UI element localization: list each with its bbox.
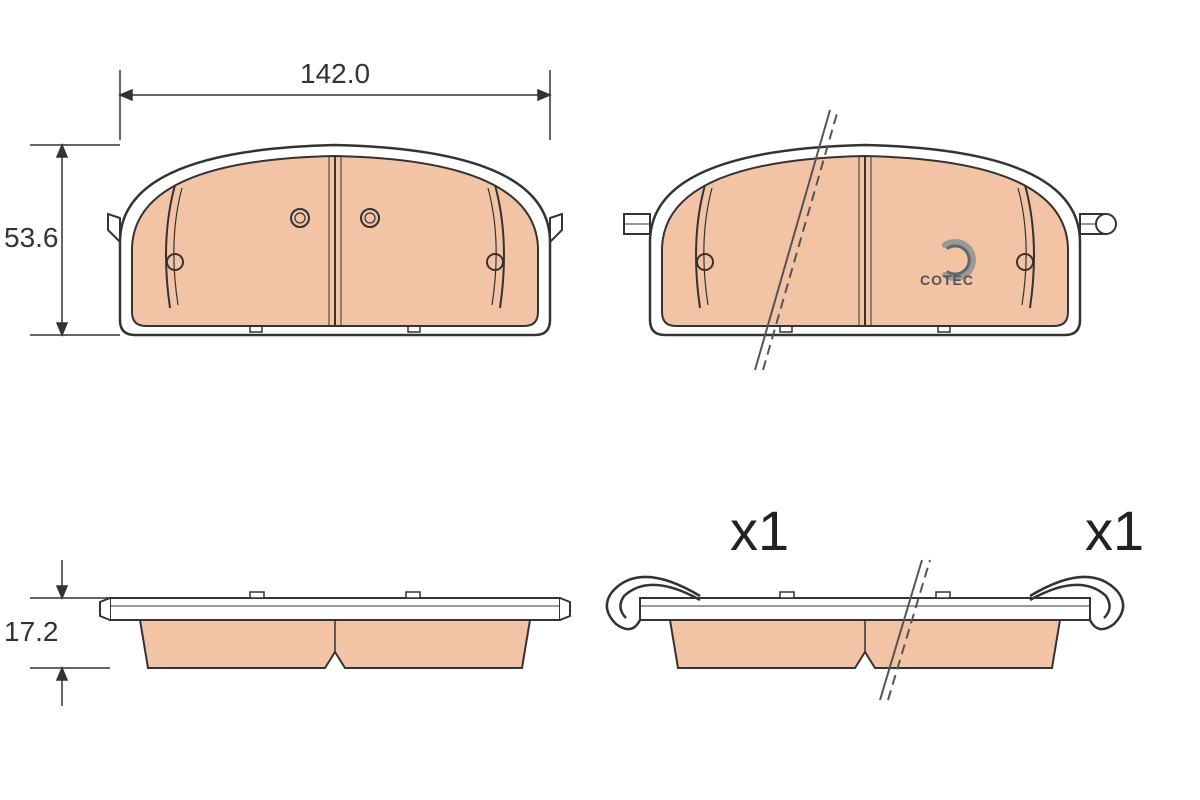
cotec-logo-text: COTEC xyxy=(920,272,974,288)
technical-drawing-svg xyxy=(0,0,1200,800)
dim-width-label: 142.0 xyxy=(300,58,370,90)
qty-label-1: x1 xyxy=(730,498,789,563)
qty-label-2: x1 xyxy=(1085,498,1144,563)
pad-side-left xyxy=(100,592,570,668)
pad-top-right xyxy=(624,110,1116,370)
pad-top-left xyxy=(108,145,562,335)
drawing-canvas: 142.0 53.6 17.2 x1 x1 COTEC xyxy=(0,0,1200,800)
dim-height-label: 53.6 xyxy=(4,222,59,254)
pad-side-right xyxy=(607,560,1123,700)
dim-thickness-label: 17.2 xyxy=(4,616,59,648)
